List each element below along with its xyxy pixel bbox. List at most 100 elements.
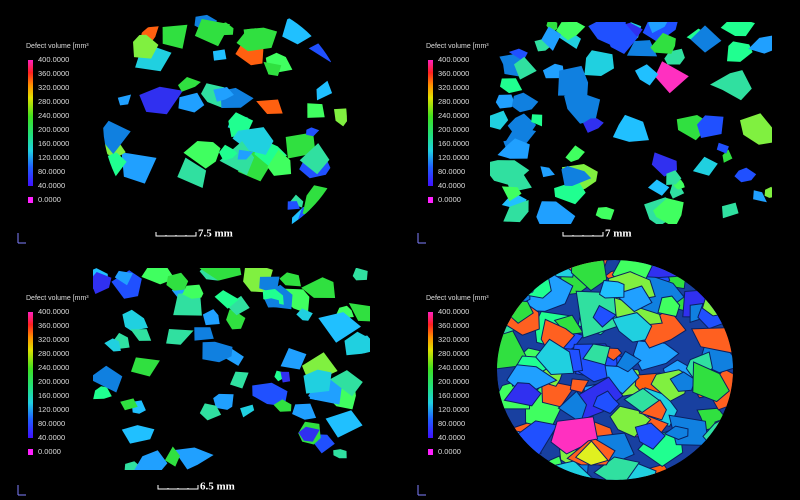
axis-icon bbox=[417, 233, 426, 244]
particle bbox=[131, 357, 160, 377]
legend-label: 160.0000 bbox=[438, 391, 469, 400]
particle bbox=[93, 365, 123, 393]
particle bbox=[500, 78, 523, 94]
particle bbox=[237, 149, 254, 160]
legend-label: 120.0000 bbox=[438, 405, 469, 414]
legends: Defect volume [mm³ 400.0000 360.0000 320.00… bbox=[17, 43, 632, 496]
legend-label: 240.0000 bbox=[38, 111, 69, 120]
legend-label: 200.0000 bbox=[38, 125, 69, 134]
particle bbox=[121, 425, 155, 444]
particle bbox=[556, 22, 586, 41]
legend-label: 400.0000 bbox=[38, 55, 69, 64]
legend-label: 40.0000 bbox=[438, 433, 465, 442]
particle bbox=[611, 312, 653, 343]
particle bbox=[263, 61, 282, 76]
particle bbox=[734, 167, 757, 183]
particle bbox=[122, 309, 148, 331]
particle bbox=[490, 160, 530, 186]
particle bbox=[348, 303, 370, 322]
particle bbox=[592, 390, 621, 415]
color-bar bbox=[428, 60, 433, 186]
particle bbox=[226, 309, 246, 330]
particle bbox=[669, 182, 685, 199]
legend-title: Defect volume [mm³ bbox=[426, 295, 489, 302]
particle bbox=[648, 179, 670, 196]
particle bbox=[178, 92, 205, 113]
legend-label: 400.0000 bbox=[438, 55, 469, 64]
particle bbox=[561, 166, 592, 186]
particle bbox=[280, 371, 291, 383]
particle bbox=[720, 22, 755, 37]
particle bbox=[285, 132, 316, 159]
particle bbox=[236, 27, 278, 52]
legend-title: Defect volume [mm³ bbox=[426, 43, 489, 50]
particle bbox=[213, 393, 234, 410]
particle bbox=[531, 114, 543, 127]
particle bbox=[298, 426, 320, 442]
particle bbox=[764, 186, 772, 198]
color-bar bbox=[428, 312, 433, 438]
particle bbox=[114, 270, 133, 286]
legend-label: 80.0000 bbox=[38, 419, 65, 428]
particle bbox=[199, 268, 242, 281]
particle bbox=[166, 329, 194, 345]
particle bbox=[166, 272, 189, 291]
particle bbox=[604, 22, 638, 54]
particle bbox=[569, 378, 590, 394]
legend-label: 40.0000 bbox=[38, 181, 65, 190]
particle bbox=[582, 343, 611, 366]
legend-label: 400.0000 bbox=[438, 307, 469, 316]
particle bbox=[748, 35, 772, 54]
particle bbox=[648, 22, 668, 34]
particle bbox=[273, 399, 292, 412]
particle bbox=[536, 201, 576, 224]
axis-icon bbox=[417, 485, 426, 496]
legend: Defect volume [mm³ 400.0000 360.0000 320.00… bbox=[17, 295, 235, 496]
particle bbox=[173, 447, 214, 470]
legend: Defect volume [mm³ 400.0000 360.0000 320.00… bbox=[417, 43, 632, 244]
particle bbox=[653, 198, 684, 224]
legend-label: 0.0000 bbox=[438, 195, 461, 204]
legend-label: 200.0000 bbox=[38, 377, 69, 386]
legend-label: 240.0000 bbox=[438, 111, 469, 120]
particle bbox=[727, 41, 753, 62]
scale-label: 7.5 mm bbox=[198, 228, 233, 240]
legend-label: 280.0000 bbox=[438, 349, 469, 358]
particle bbox=[182, 284, 204, 299]
particle bbox=[194, 327, 214, 341]
legend-label: 280.0000 bbox=[38, 349, 69, 358]
particle bbox=[202, 309, 220, 326]
particle bbox=[690, 25, 722, 53]
particle bbox=[296, 308, 313, 321]
particle bbox=[132, 34, 159, 59]
particle bbox=[626, 40, 658, 57]
color-bar bbox=[28, 60, 33, 186]
particle bbox=[212, 49, 227, 61]
particle bbox=[716, 142, 729, 154]
particle bbox=[307, 103, 325, 118]
particle bbox=[541, 26, 562, 51]
particle bbox=[558, 65, 589, 96]
particle bbox=[267, 149, 292, 176]
particle bbox=[213, 87, 234, 102]
particle bbox=[511, 92, 539, 113]
particle bbox=[651, 152, 677, 177]
legend-label: 320.0000 bbox=[438, 83, 469, 92]
particle bbox=[219, 144, 238, 161]
legend-label: 0.0000 bbox=[438, 447, 461, 456]
particle bbox=[514, 56, 537, 80]
particle bbox=[162, 24, 188, 49]
particle bbox=[490, 110, 509, 130]
color-swatch bbox=[428, 197, 433, 203]
particle bbox=[592, 304, 617, 328]
particle bbox=[554, 180, 586, 205]
particle bbox=[333, 449, 347, 459]
particle bbox=[232, 127, 274, 155]
scale-bar bbox=[562, 232, 604, 237]
particle bbox=[314, 434, 335, 454]
legend-label: 320.0000 bbox=[438, 335, 469, 344]
legend-label: 280.0000 bbox=[38, 97, 69, 106]
legend-label: 120.0000 bbox=[38, 153, 69, 162]
particle bbox=[226, 295, 250, 316]
particle bbox=[540, 166, 555, 178]
